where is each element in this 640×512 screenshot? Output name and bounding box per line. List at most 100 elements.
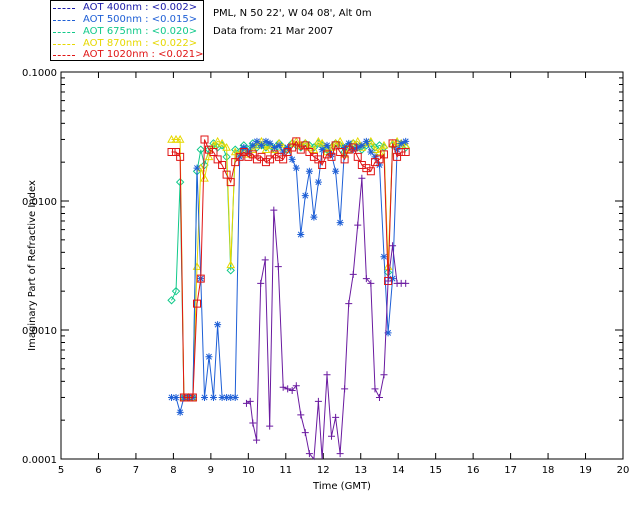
- legend-label-400nm: AOT 400nm : <0.002>: [83, 2, 198, 13]
- series-8700nm-point: [167, 134, 176, 143]
- series-1020nm-point: [218, 161, 227, 170]
- series-1020nm-point: [353, 152, 362, 161]
- series-4000nm-point: [305, 450, 313, 458]
- series-5000nm-point: [397, 139, 405, 147]
- series-1020nm-point: [327, 152, 336, 161]
- series-5000nm-point: [240, 143, 248, 151]
- series-5000nm-point: [253, 137, 261, 145]
- legend-label-675nm: AOT 675nm : <0.020>: [83, 26, 198, 37]
- y-tick-label: 0.1000: [22, 68, 57, 79]
- legend-entry-500nm: AOT 500nm : <0.015>: [53, 14, 203, 26]
- series-4000nm-point: [354, 221, 362, 229]
- series-8700nm-point: [291, 136, 301, 145]
- series-8700nm-point: [222, 142, 231, 151]
- series-1020nm-point: [401, 147, 410, 156]
- series-1020nm-point: [388, 139, 397, 148]
- legend-swatch-400nm: [53, 8, 75, 9]
- x-tick-label: 17: [504, 465, 517, 476]
- series-8700nm-point: [175, 134, 185, 143]
- series-1020nm-point: [235, 152, 244, 161]
- x-tick-label: 10: [242, 465, 255, 476]
- series-4000nm-point: [349, 270, 357, 278]
- series-5000nm-point: [227, 393, 235, 401]
- series-1020nm-point: [292, 137, 301, 146]
- series-5000nm-point: [262, 137, 270, 145]
- x-tick-label: 11: [279, 465, 292, 476]
- site-info: PML, N 50 22', W 04 08', Alt 0m: [213, 8, 372, 19]
- series-1020nm-point: [172, 147, 181, 156]
- series-4000nm-point: [257, 279, 265, 287]
- series-5000nm-point: [354, 143, 362, 151]
- x-tick-label: 15: [429, 465, 442, 476]
- series-4000nm-point: [371, 385, 379, 393]
- series-8700nm-point: [213, 136, 222, 145]
- series-5000nm-point: [244, 148, 252, 156]
- series-1020nm-point: [305, 147, 314, 156]
- series-5000nm-point: [249, 141, 257, 149]
- series-1020nm-point: [288, 143, 297, 152]
- series-5000nm-point: [384, 329, 392, 337]
- series-1020nm-point: [357, 161, 366, 170]
- series-8700nm-point: [204, 152, 214, 161]
- series-4000nm-point: [261, 256, 269, 264]
- series-5000nm-point: [349, 146, 357, 154]
- series-5000nm-point: [218, 393, 226, 401]
- series-4000nm-point: [384, 277, 392, 285]
- y-tick-label: 0.0100: [22, 197, 57, 208]
- series-5000nm-point: [279, 148, 287, 156]
- series-5000nm-point: [332, 167, 340, 175]
- series-5000nm-point: [375, 161, 383, 169]
- series-5000nm-point: [301, 192, 309, 200]
- series-5000nm-point: [380, 253, 388, 261]
- legend-swatch-870nm: [53, 44, 75, 45]
- legend-swatch-1020nm: [53, 55, 75, 56]
- series-5000nm-point: [205, 353, 213, 361]
- series-4000nm-point: [328, 432, 336, 440]
- series-8700nm-point: [379, 140, 389, 149]
- series-8700nm-point: [217, 138, 227, 147]
- series-1020nm-point: [393, 152, 402, 161]
- series-8700nm-point: [309, 145, 319, 153]
- series-5000nm-point: [193, 164, 201, 172]
- series-5000nm-point: [172, 393, 180, 401]
- series-1020nm-point: [176, 152, 185, 161]
- series-8700nm-point: [317, 138, 327, 147]
- series-4000nm-point: [274, 263, 282, 271]
- series-5000nm-point: [297, 230, 305, 238]
- series-8700nm-point: [327, 142, 336, 151]
- series-5000nm-point: [393, 146, 401, 154]
- x-tick-label: 12: [317, 465, 330, 476]
- x-tick-label: 18: [542, 465, 555, 476]
- series-5000nm-point: [310, 213, 318, 221]
- date-info: Data from: 21 Mar 2007: [213, 26, 334, 37]
- x-tick-label: 5: [58, 465, 64, 476]
- series-5000nm-point: [358, 141, 366, 149]
- series-5000nm-point: [292, 164, 300, 172]
- y-tick-label: 0.0001: [22, 455, 57, 466]
- series-5000nm-point: [275, 141, 283, 149]
- series-1020nm-point: [193, 299, 202, 308]
- series-5000nm-point: [341, 143, 349, 151]
- legend-label-500nm: AOT 500nm : <0.015>: [83, 14, 198, 25]
- series-4000nm-point: [253, 436, 261, 444]
- series-6750nm-point: [167, 296, 176, 305]
- legend-swatch-500nm: [53, 20, 75, 21]
- series-4000nm-point: [367, 279, 375, 287]
- series-5000nm-point: [176, 408, 184, 416]
- x-tick-label: 14: [392, 465, 405, 476]
- series-5000nm-point: [318, 146, 326, 154]
- series-5000nm-point: [402, 137, 410, 145]
- series-4000nm-point: [375, 393, 383, 401]
- x-tick-label: 9: [208, 465, 214, 476]
- series-4000nm-point: [301, 429, 309, 437]
- series-4000nm-point: [292, 382, 300, 390]
- series-5000nm-point: [266, 139, 274, 147]
- series-1020nm-point: [349, 143, 358, 152]
- x-tick-label: 20: [617, 465, 630, 476]
- series-5000nm-point: [323, 141, 331, 149]
- legend-entry-1020nm: AOT 1020nm : <0.021>: [53, 49, 203, 61]
- legend-label-870nm: AOT 870nm : <0.022>: [83, 38, 198, 49]
- series-1020nm-point: [213, 155, 222, 164]
- series-4000nm-point: [266, 422, 274, 430]
